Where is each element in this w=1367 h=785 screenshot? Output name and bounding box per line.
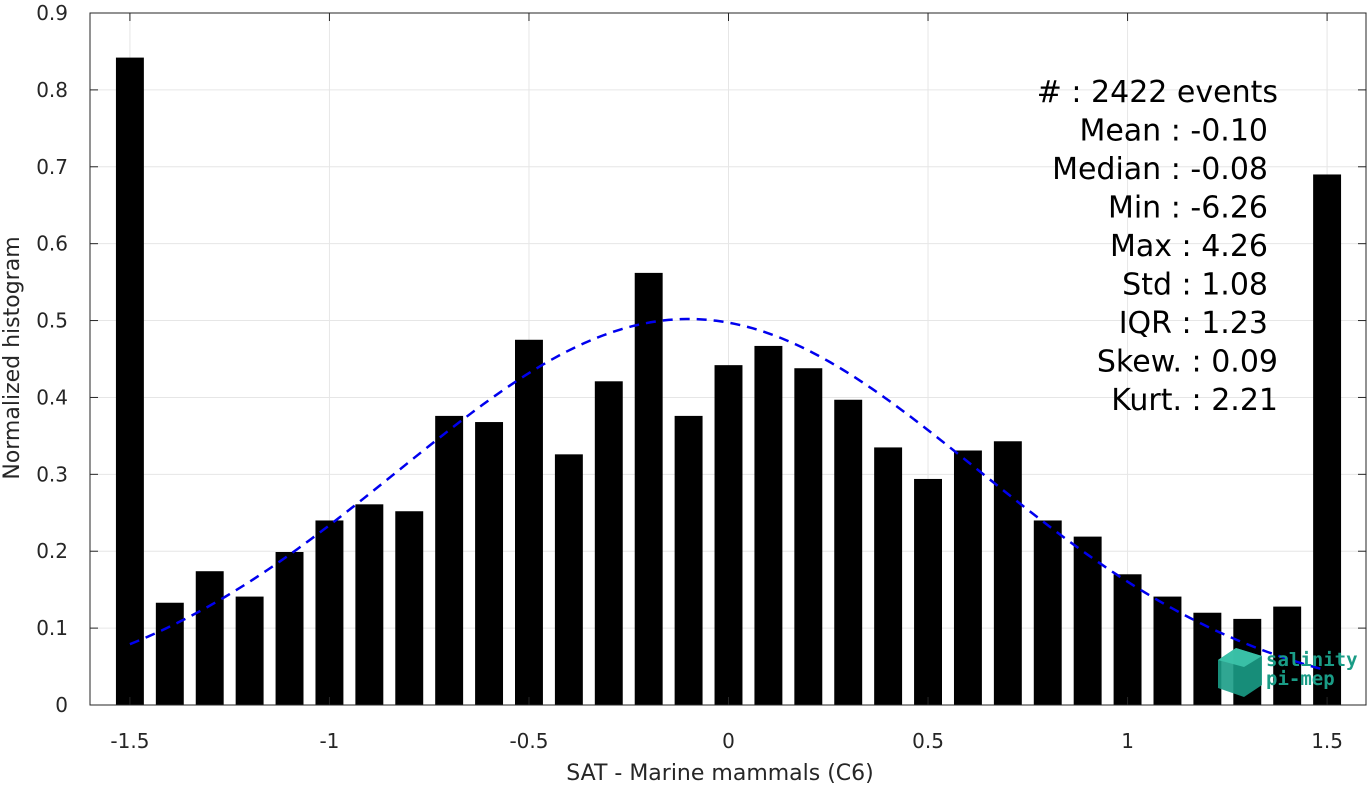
x-tick-label: 0.5 [912, 729, 944, 753]
histogram-bar [674, 415, 703, 705]
y-tick-label: 0.8 [36, 78, 68, 102]
histogram-bar [794, 368, 823, 705]
x-tick-label: -1 [319, 729, 339, 753]
stats-line: Skew. : 0.09 [1097, 345, 1278, 380]
histogram-bar [155, 602, 184, 705]
stats-line: Kurt. : 2.21 [1111, 383, 1278, 418]
histogram-bar [1273, 606, 1302, 705]
histogram-bar [195, 571, 224, 705]
normal-fit-line [129, 317, 1328, 672]
x-tick-label: 0 [722, 729, 735, 753]
y-axis-title: Normalized histogram [0, 236, 25, 479]
histogram-bar [594, 381, 623, 705]
histogram-bar [834, 399, 863, 705]
x-tick-label: 1 [1121, 729, 1134, 753]
y-tick-label: 0.1 [36, 616, 68, 640]
histogram-bar [395, 511, 424, 705]
axis-ticks [90, 12, 1366, 706]
histogram-bar [515, 339, 543, 705]
stats-line: Mean : -0.10 [1079, 114, 1268, 149]
stats-line: Median : -0.08 [1052, 152, 1268, 187]
histogram-bar [235, 596, 264, 705]
logo-text-pi-mep: pi-mep [1266, 668, 1335, 690]
x-tick-label: -1.5 [110, 729, 149, 753]
histogram-bar [714, 365, 743, 705]
histogram-bar [275, 551, 304, 705]
y-tick-label: 0.3 [36, 462, 68, 486]
y-tick-label: 0.4 [36, 385, 68, 409]
histogram-bar [953, 450, 982, 705]
stats-line: # : 2422 events [1037, 75, 1278, 110]
histogram-bar [874, 447, 903, 705]
stats-line: Max : 4.26 [1110, 229, 1268, 264]
x-tick-labels: -1.5 -1 -0.5 0 0.5 1 1.5 [110, 729, 1343, 753]
x-tick-label: 1.5 [1311, 729, 1343, 753]
y-tick-label: 0.6 [36, 232, 68, 256]
y-tick-labels: 0 0.1 0.2 0.3 0.4 0.5 0.6 0.7 0.8 0.9 [36, 1, 68, 717]
salinity-pi-mep-logo: salinity pi-mep [1218, 648, 1358, 697]
histogram-bar [914, 478, 942, 705]
histogram-bar [355, 504, 384, 705]
logo-text-salinity: salinity [1266, 649, 1358, 671]
histogram-bar [1153, 596, 1182, 705]
histogram-bar [315, 520, 344, 705]
y-tick-label: 0.9 [36, 1, 68, 25]
y-tick-label: 0 [55, 693, 68, 717]
histogram-bar [554, 454, 583, 705]
stats-line: Std : 1.08 [1122, 268, 1268, 303]
x-tick-label: -0.5 [509, 729, 548, 753]
x-axis-title: SAT - Marine mammals (C6) [566, 761, 874, 785]
stats-line: Min : -6.26 [1108, 191, 1268, 226]
y-tick-label: 0.7 [36, 155, 68, 179]
y-tick-label: 0.5 [36, 309, 68, 333]
histogram-bar [1073, 536, 1102, 705]
histogram-bar [634, 272, 663, 705]
histogram-bar [115, 57, 144, 705]
histogram-bar [1033, 520, 1062, 705]
histogram-bar [1113, 574, 1142, 705]
histogram-bar [475, 422, 504, 705]
logo-cube-face [1218, 648, 1262, 667]
y-tick-label: 0.2 [36, 539, 68, 563]
normal-fit-curve [129, 317, 1328, 672]
histogram-bar [435, 415, 464, 705]
histogram-bar [1193, 612, 1222, 705]
histogram-bar [993, 441, 1022, 705]
histogram-bar [1313, 174, 1342, 705]
stats-line: IQR : 1.23 [1119, 306, 1268, 341]
histogram-bar [754, 345, 783, 705]
bars [115, 57, 1342, 705]
